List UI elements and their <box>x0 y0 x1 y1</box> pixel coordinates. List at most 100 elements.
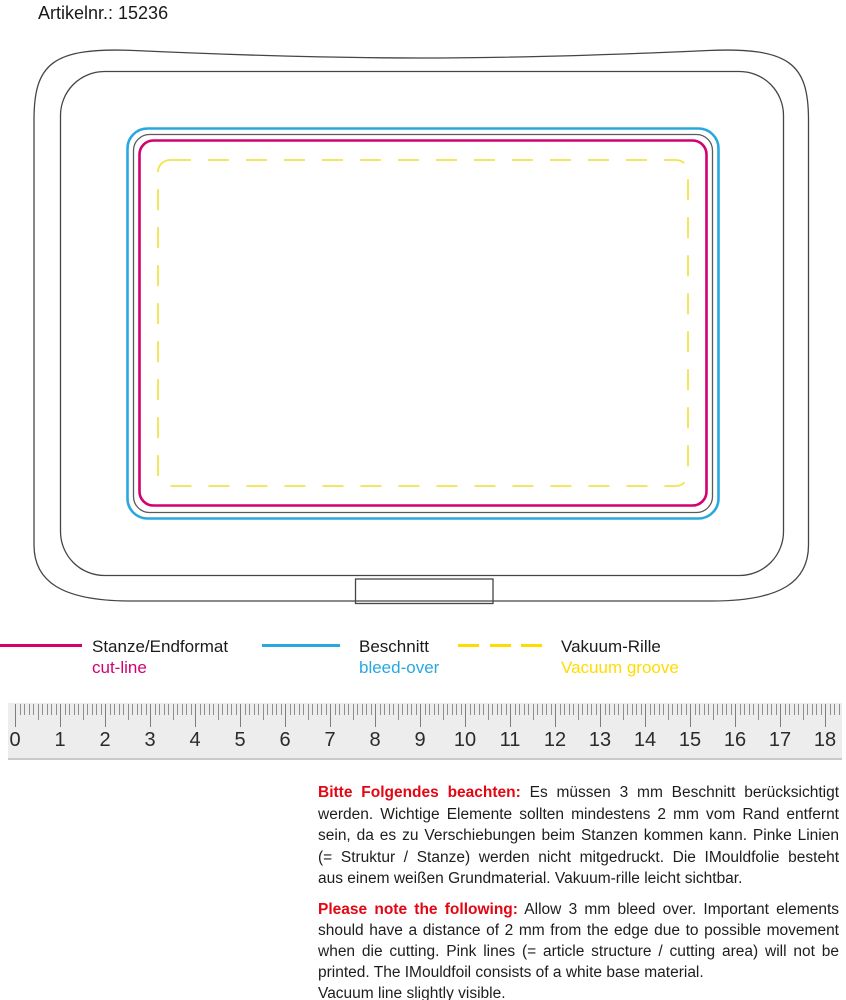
note-line: Vacuum line slightly visible. <box>318 985 506 1000</box>
ruler-tick <box>150 704 151 727</box>
ruler-tick <box>663 704 664 715</box>
ruler-tick <box>811 704 813 715</box>
ruler-number: 5 <box>234 729 246 751</box>
ruler: 0 1 2 3 4 5 6 7 8 9 10 11 12 13 14 15 16 17 18 <box>8 703 842 760</box>
ruler-tick <box>105 704 106 727</box>
ruler-tick <box>316 704 318 715</box>
ruler-tick <box>721 704 723 715</box>
latch-tab <box>354 578 494 605</box>
ruler-tick <box>145 704 147 715</box>
ruler-tick <box>829 704 831 715</box>
legend-sub-bleed: bleed-over <box>359 658 440 677</box>
ruler-tick <box>784 704 786 715</box>
ruler-tick <box>802 704 804 720</box>
ruler-tick <box>307 704 309 720</box>
ruler-number: 2 <box>99 729 111 751</box>
ruler-tick <box>78 704 79 715</box>
ruler-tick <box>420 704 421 727</box>
ruler-tick <box>519 704 520 715</box>
ruler-tick <box>114 704 115 715</box>
ruler-tick <box>465 704 466 727</box>
article-outline-inner <box>59 70 785 577</box>
ruler-tick <box>55 704 57 715</box>
ruler-number: 1 <box>54 729 66 751</box>
ruler-tick <box>231 704 232 715</box>
ruler-tick <box>127 704 129 720</box>
ruler-tick <box>204 704 205 715</box>
ruler-tick <box>762 704 763 715</box>
ruler-tick <box>532 704 534 720</box>
bleed-line <box>126 127 720 520</box>
ruler-tick <box>604 704 606 715</box>
ruler-tick <box>456 704 457 715</box>
ruler-tick <box>726 704 727 715</box>
ruler-tick <box>199 704 201 715</box>
ruler-tick <box>429 704 430 715</box>
ruler-tick <box>798 704 799 715</box>
ruler-tick <box>478 704 480 715</box>
article-outline-outer <box>33 49 810 602</box>
legend-name-cut: Stanze/Endformat <box>92 637 229 656</box>
ruler-tick <box>753 704 754 715</box>
ruler-tick <box>334 704 336 715</box>
note-line: when die cutting. Pink lines (= article … <box>318 943 839 960</box>
ruler-number: 6 <box>279 729 291 751</box>
ruler-tick <box>541 704 543 715</box>
vacuum-groove-swatch <box>458 644 542 647</box>
ruler-number: 7 <box>324 729 336 751</box>
ruler-tick <box>433 704 435 715</box>
ruler-tick <box>24 704 25 715</box>
note-line: werden. Wichtige Elemente sollten mindes… <box>318 805 839 823</box>
ruler-tick <box>658 704 660 715</box>
ruler-tick <box>181 704 183 715</box>
ruler-tick <box>280 704 282 715</box>
note-line: sein, da es zu Verschiebungen beim Stanz… <box>318 827 839 844</box>
ruler-tick <box>159 704 160 715</box>
ruler-tick <box>303 704 304 715</box>
ruler-tick <box>838 704 840 715</box>
ruler-tick <box>447 704 448 715</box>
ruler-tick <box>46 704 48 715</box>
ruler-tick <box>595 704 597 715</box>
ruler-tick <box>505 704 507 715</box>
ruler-number: 13 <box>588 729 612 751</box>
ruler-tick <box>352 704 354 720</box>
ruler-tick <box>514 704 516 715</box>
ruler-tick <box>222 704 223 715</box>
ruler-tick <box>267 704 268 715</box>
ruler-tick <box>708 704 709 715</box>
ruler-number: 12 <box>543 729 567 751</box>
article-number: Artikelnr.: 15236 <box>38 3 169 23</box>
ruler-tick <box>411 704 412 715</box>
ruler-tick <box>213 704 214 715</box>
ruler-tick <box>294 704 295 715</box>
note-line: Please note the following: Allow 3 mm bl… <box>318 901 840 918</box>
ruler-tick <box>370 704 372 715</box>
ruler-tick <box>780 704 781 727</box>
ruler-tick <box>168 704 169 715</box>
ruler-tick <box>289 704 291 715</box>
ruler-tick <box>406 704 408 715</box>
ruler-number: 4 <box>189 729 201 751</box>
ruler-tick <box>627 704 628 715</box>
cut-line-swatch <box>0 644 82 647</box>
ruler-tick <box>154 704 156 715</box>
note-line: (= Struktur / Stanze) werden nicht mitge… <box>318 848 839 866</box>
ruler-tick <box>613 704 615 715</box>
ruler-number: 17 <box>768 729 792 751</box>
ruler-tick <box>523 704 525 715</box>
ruler-tick <box>51 704 52 715</box>
ruler-tick <box>775 704 777 715</box>
ruler-tick <box>744 704 745 715</box>
ruler-tick <box>96 704 97 715</box>
ruler-tick <box>492 704 493 715</box>
ruler-tick <box>748 704 750 715</box>
ruler-tick <box>285 704 286 727</box>
legend-sub-cut: cut-line <box>92 658 147 677</box>
ruler-tick <box>262 704 264 720</box>
ruler-tick <box>685 704 687 715</box>
ruler-tick <box>766 704 768 715</box>
ruler-tick <box>550 704 552 715</box>
ruler-tick <box>681 704 682 715</box>
